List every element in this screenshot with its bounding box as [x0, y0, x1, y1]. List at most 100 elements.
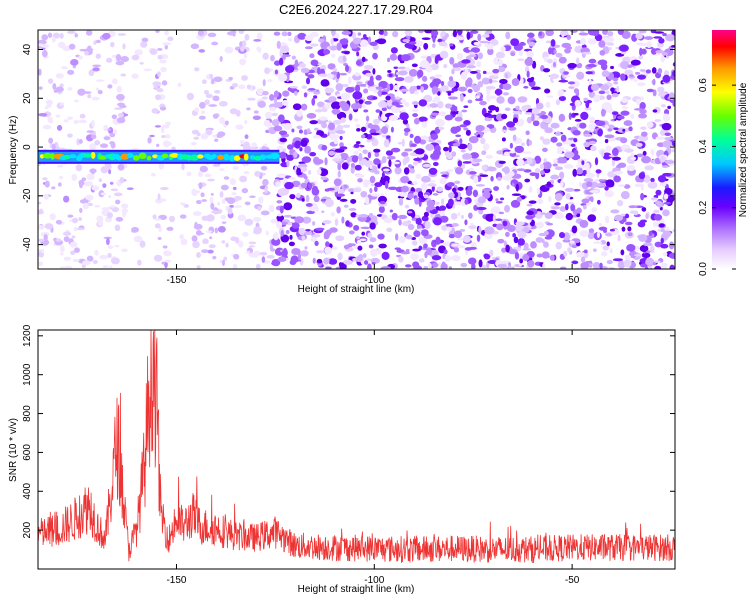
heatmap-cell: [514, 252, 520, 260]
heatmap-cell: [55, 238, 62, 242]
heatmap-cell: [394, 247, 401, 251]
heatmap-cell: [430, 213, 434, 219]
heatmap-cell: [526, 157, 533, 165]
heatmap-cell: [447, 80, 457, 88]
heatmap-cell: [212, 113, 219, 119]
heatmap-cell: [72, 258, 80, 263]
heatmap-cell: [372, 118, 381, 125]
heatmap-cell: [627, 64, 633, 69]
heatmap-cell: [117, 163, 125, 171]
heatmap-cell: [520, 77, 524, 84]
heatmap-cell: [401, 185, 409, 193]
heatmap-cell: [242, 40, 247, 48]
heatmap-cell: [662, 172, 672, 177]
heatmap-cell: [451, 255, 461, 262]
heatmap-cell: [655, 189, 662, 196]
heatmap-cell: [578, 32, 589, 36]
heatmap-cell: [504, 204, 511, 213]
snr-ytick-label: 400: [22, 482, 33, 499]
heatmap-cell: [212, 164, 221, 167]
heatmap-cell: [387, 186, 398, 190]
heatmap-cell: [204, 99, 210, 105]
heatmap-cell: [495, 198, 499, 202]
heatmap-cell: [535, 221, 544, 229]
heatmap-cell: [421, 175, 431, 183]
heatmap-cell: [439, 210, 445, 217]
heatmap-cell: [374, 182, 383, 188]
heatmap-cell: [107, 245, 114, 249]
heatmap-cell: [59, 32, 64, 39]
heatmap-cell: [377, 233, 385, 240]
heatmap-cell: [267, 79, 273, 82]
heatmap-cell: [313, 95, 318, 99]
heatmap-cell: [549, 254, 555, 261]
heatmap-cell: [555, 99, 561, 106]
heatmap-cell: [443, 64, 448, 69]
heatmap-cell: [613, 170, 624, 175]
heatmap-cell: [425, 66, 433, 73]
heatmap-cell: [611, 93, 619, 98]
heatmap-cell: [573, 149, 579, 156]
heatmap-cell: [369, 164, 373, 170]
heatmap-cell: [326, 72, 335, 79]
heatmap-cell: [621, 106, 629, 110]
heatmap-cell: [385, 150, 393, 156]
heatmap-cell: [468, 225, 477, 230]
heatmap-cell: [86, 45, 92, 53]
heatmap-cell: [194, 107, 200, 113]
heatmap-cell: [506, 185, 510, 190]
heatmap-cell: [51, 36, 56, 43]
heatmap-cell: [624, 213, 630, 219]
heatmap-cell: [75, 164, 83, 172]
heatmap-cell: [115, 199, 121, 205]
colorbar-label: Normalized spectral amplitude: [738, 82, 749, 217]
snr-ytick-label: 1200: [22, 324, 33, 347]
heatmap-cell: [353, 150, 359, 155]
heatmap-cell: [523, 226, 530, 233]
heatmap-cell: [276, 173, 286, 178]
heatmap-cell: [463, 105, 469, 109]
spectrogram-ytick-label: 0: [22, 144, 33, 150]
heatmap-cell: [641, 155, 652, 164]
heatmap-cell: [322, 219, 332, 225]
heatmap-cell: [282, 54, 291, 58]
heatmap-cell: [97, 89, 103, 95]
heatmap-cell: [476, 72, 482, 80]
heatmap-cell: [156, 143, 160, 148]
heatmap-cell: [524, 57, 534, 67]
heatmap-cell: [78, 179, 85, 186]
heatmap-cell: [413, 157, 422, 162]
heatmap-cell: [594, 157, 599, 166]
heatmap-cell: [611, 147, 619, 157]
heatmap-cell: [283, 80, 294, 84]
heatmap-cell: [564, 47, 571, 54]
heatmap-cell: [583, 97, 589, 102]
heatmap-cell: [290, 255, 299, 264]
heatmap-cell: [637, 74, 647, 80]
heatmap-cell: [623, 259, 632, 268]
heatmap-cell: [542, 263, 546, 269]
heatmap-cell: [82, 202, 89, 210]
heatmap-cell: [613, 175, 622, 183]
heatmap-cell: [525, 215, 534, 220]
heatmap-cell: [607, 128, 613, 132]
heatmap-cell: [364, 196, 370, 205]
heatmap-cell: [486, 43, 494, 50]
heatmap-cell: [407, 223, 415, 231]
heatmap-cell: [318, 116, 328, 121]
heatmap-cell: [79, 113, 86, 119]
heatmap-cell: [515, 183, 520, 192]
heatmap-cell: [463, 127, 469, 131]
heatmap-cell: [550, 136, 558, 143]
heatmap-cell: [162, 42, 172, 46]
heatmap-cell: [230, 236, 237, 242]
heatmap-cell: [204, 173, 212, 178]
heatmap-cell: [78, 55, 83, 60]
heatmap-cell: [264, 111, 273, 119]
heatmap-cell: [598, 223, 602, 226]
heatmap-cell: [403, 76, 414, 83]
heatmap-cell: [106, 237, 110, 246]
heatmap-cell: [163, 140, 170, 148]
heatmap-cell: [42, 177, 48, 181]
heatmap-cell: [431, 99, 440, 103]
